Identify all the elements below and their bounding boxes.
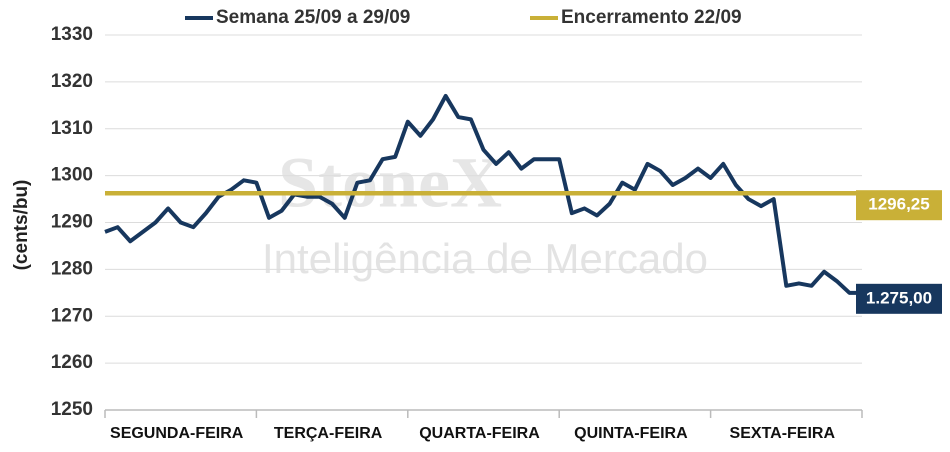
legend-label: Encerramento 22/09 bbox=[561, 7, 742, 28]
y-tick-label: 1280 bbox=[51, 258, 93, 279]
y-tick-label: 1250 bbox=[51, 399, 93, 420]
x-tick-label: SEGUNDA-FEIRA bbox=[110, 425, 244, 442]
x-tick-label: TERÇA-FEIRA bbox=[274, 425, 383, 442]
x-tick-label: QUINTA-FEIRA bbox=[574, 425, 688, 442]
watermark-text: Inteligência de Mercado bbox=[262, 235, 708, 282]
y-tick-label: 1320 bbox=[51, 71, 93, 92]
y-tick-label: 1300 bbox=[51, 165, 93, 186]
value-label-box bbox=[856, 190, 942, 221]
series-line bbox=[104, 93, 862, 295]
y-tick-label: 1260 bbox=[51, 352, 93, 373]
y-tick-label: 1270 bbox=[51, 305, 93, 326]
y-tick-label: 1330 bbox=[51, 24, 93, 45]
y-tick-label: 1290 bbox=[51, 212, 93, 233]
legend-label: Semana 25/09 a 29/09 bbox=[216, 7, 410, 28]
y-tick-label: 1310 bbox=[51, 118, 93, 139]
value-label: 1296,25 bbox=[868, 195, 929, 214]
value-label: 1.275,00 bbox=[866, 288, 932, 307]
watermark-logo: StoneX bbox=[278, 143, 502, 223]
y-axis-label: (cents/bu) bbox=[11, 180, 32, 271]
value-label-box bbox=[856, 283, 942, 314]
x-tick-label: QUARTA-FEIRA bbox=[419, 425, 540, 442]
x-tick-label: SEXTA-FEIRA bbox=[730, 425, 836, 442]
